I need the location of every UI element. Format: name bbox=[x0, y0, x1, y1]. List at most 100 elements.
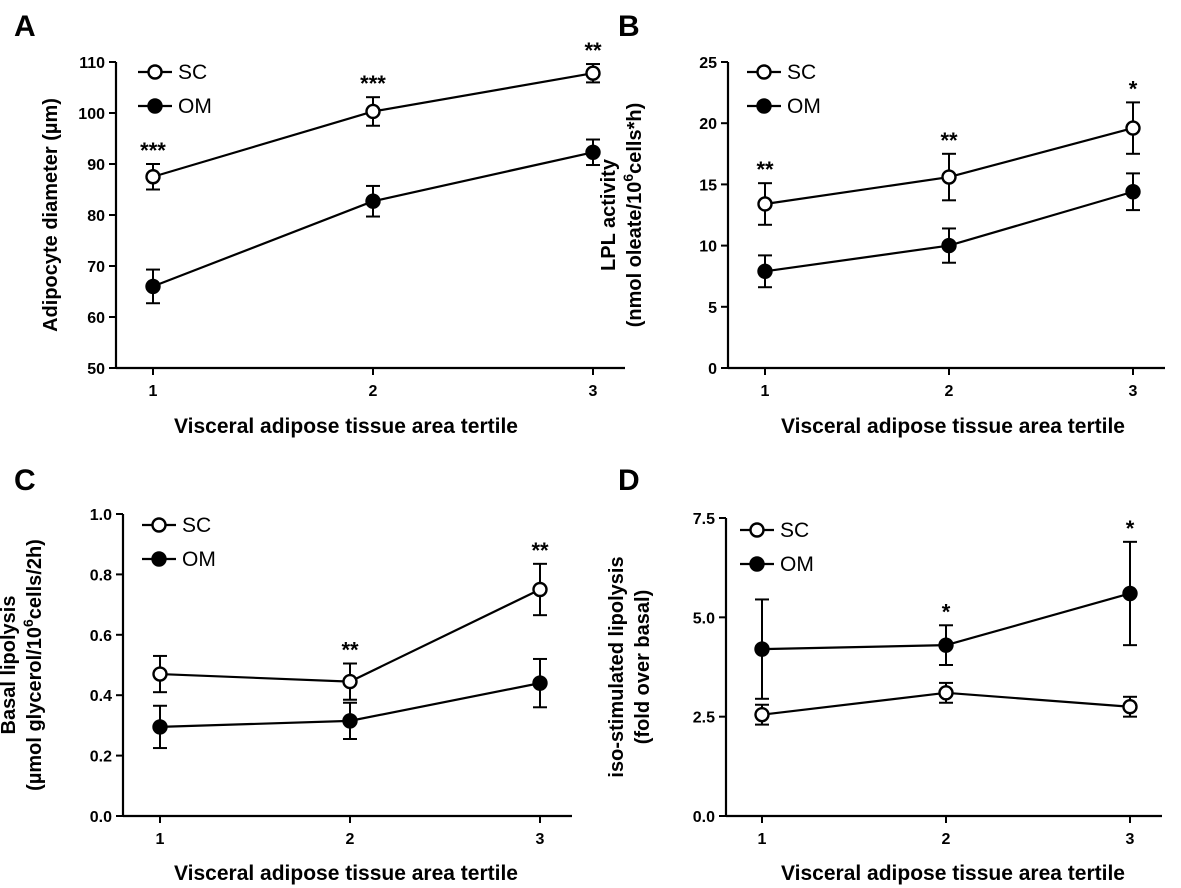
panel-letter: B bbox=[618, 10, 640, 43]
y-tick-label: 20 bbox=[699, 116, 717, 133]
legend-marker bbox=[749, 522, 765, 538]
y-tick-label: 5.0 bbox=[693, 610, 715, 627]
data-point bbox=[152, 666, 168, 682]
x-axis-label: Visceral adipose tissue area tertile bbox=[781, 415, 1125, 438]
y-tick-label: 0.8 bbox=[90, 567, 112, 584]
data-point bbox=[938, 637, 954, 653]
legend-item-om: OM bbox=[138, 95, 212, 118]
y-axis-label-line: Basal lipolysis bbox=[0, 596, 20, 735]
data-point bbox=[152, 719, 168, 735]
data-point bbox=[754, 706, 770, 723]
legend-label: SC bbox=[787, 61, 816, 84]
y-tick-label: 50 bbox=[87, 361, 105, 378]
data-point bbox=[145, 278, 161, 295]
y-axis-label-line: (µmol glycerol/106​cells/2h) bbox=[20, 539, 46, 791]
y-tick-label: 70 bbox=[87, 259, 105, 276]
data-point bbox=[1122, 699, 1138, 715]
legend-item-om: OM bbox=[740, 553, 814, 576]
data-point bbox=[145, 169, 161, 185]
significance-marker: *** bbox=[140, 138, 166, 163]
data-point bbox=[938, 685, 954, 701]
x-axis-label: Visceral adipose tissue area tertile bbox=[781, 862, 1125, 885]
series-om bbox=[152, 657, 548, 750]
series-sc bbox=[757, 101, 1141, 226]
y-tick-label: 7.5 bbox=[693, 511, 715, 528]
panel-letter: C bbox=[14, 464, 36, 497]
legend-item-sc: SC bbox=[142, 514, 211, 537]
y-tick-label: 25 bbox=[699, 55, 717, 72]
x-tick-label: 3 bbox=[589, 383, 598, 400]
series-sc bbox=[145, 63, 601, 191]
data-point bbox=[365, 103, 381, 120]
significance-marker: ** bbox=[341, 637, 359, 662]
y-tick-label: 0.0 bbox=[90, 809, 112, 826]
x-tick-label: 2 bbox=[346, 831, 355, 848]
data-point bbox=[1125, 184, 1141, 200]
data-point bbox=[754, 641, 770, 657]
panel-c: C 0.0 0.2 0.4 0.6 0.8 1.0 1 2 3 Visceral adipose t… bbox=[0, 464, 572, 885]
x-tick-label: 3 bbox=[1126, 831, 1135, 848]
legend-item-om: OM bbox=[747, 95, 821, 118]
legend-label: SC bbox=[178, 61, 207, 84]
panel-letter: D bbox=[618, 464, 640, 497]
y-tick-label: 110 bbox=[79, 55, 105, 72]
significance-marker: * bbox=[1126, 516, 1135, 541]
data-point bbox=[585, 65, 601, 81]
legend-label: OM bbox=[780, 553, 814, 576]
data-point bbox=[532, 581, 548, 598]
y-tick-label: 5 bbox=[708, 300, 717, 317]
x-tick-label: 1 bbox=[156, 831, 165, 848]
series-sc bbox=[152, 562, 548, 701]
data-point bbox=[757, 196, 773, 212]
y-tick-label: 10 bbox=[699, 239, 717, 256]
y-tick-label: 15 bbox=[699, 177, 717, 194]
data-point bbox=[757, 263, 773, 280]
y-axis-label-line: (nmol oleate/106​cells*h) bbox=[620, 103, 646, 328]
y-axis-label-line: (fold over basal) bbox=[632, 590, 654, 744]
significance-marker: *** bbox=[360, 71, 386, 96]
y-axis-label: Basal lipolysis(µmol glycerol/106​cells/… bbox=[0, 539, 46, 791]
legend-label: SC bbox=[780, 519, 809, 542]
y-axis-label-line: iso-stimulated lipolysis bbox=[606, 556, 628, 777]
x-tick-label: 2 bbox=[945, 383, 954, 400]
legend-marker bbox=[756, 64, 772, 80]
data-point bbox=[1125, 120, 1141, 136]
data-point bbox=[1122, 585, 1138, 602]
series-sc bbox=[754, 681, 1138, 726]
x-tick-label: 2 bbox=[942, 831, 951, 848]
significance-marker: ** bbox=[531, 538, 549, 563]
x-tick-label: 1 bbox=[758, 831, 767, 848]
x-axis-label: Visceral adipose tissue area tertile bbox=[174, 415, 518, 438]
legend-marker bbox=[756, 98, 772, 114]
y-axis-label-line: Adipocyte diameter (µm) bbox=[40, 98, 62, 332]
significance-marker: ** bbox=[584, 38, 602, 63]
data-point bbox=[941, 169, 957, 185]
legend-marker bbox=[749, 556, 765, 572]
legend-item-sc: SC bbox=[747, 61, 816, 84]
y-tick-label: 0.6 bbox=[90, 628, 112, 645]
legend-marker bbox=[147, 64, 163, 80]
y-tick-label: 90 bbox=[87, 157, 105, 174]
significance-marker: ** bbox=[756, 157, 774, 182]
legend-marker bbox=[151, 551, 167, 567]
legend-label: SC bbox=[182, 514, 211, 537]
legend-item-om: OM bbox=[142, 548, 216, 571]
panel-letter: A bbox=[14, 10, 36, 43]
data-point bbox=[532, 675, 548, 691]
data-point bbox=[585, 144, 601, 160]
y-tick-label: 0.2 bbox=[90, 749, 112, 766]
y-tick-label: 0.0 bbox=[693, 809, 715, 826]
legend-item-sc: SC bbox=[740, 519, 809, 542]
data-point bbox=[941, 237, 957, 254]
x-tick-label: 2 bbox=[369, 383, 378, 400]
data-point bbox=[365, 193, 381, 209]
y-tick-label: 2.5 bbox=[693, 710, 715, 727]
panel-a: A 50 60 70 80 90 100 110 1 2 3 Visceral adipose tis… bbox=[14, 10, 625, 438]
legend-marker bbox=[151, 517, 167, 533]
significance-marker: ** bbox=[940, 128, 958, 153]
y-tick-label: 0.4 bbox=[90, 688, 112, 705]
x-tick-label: 3 bbox=[1129, 383, 1138, 400]
